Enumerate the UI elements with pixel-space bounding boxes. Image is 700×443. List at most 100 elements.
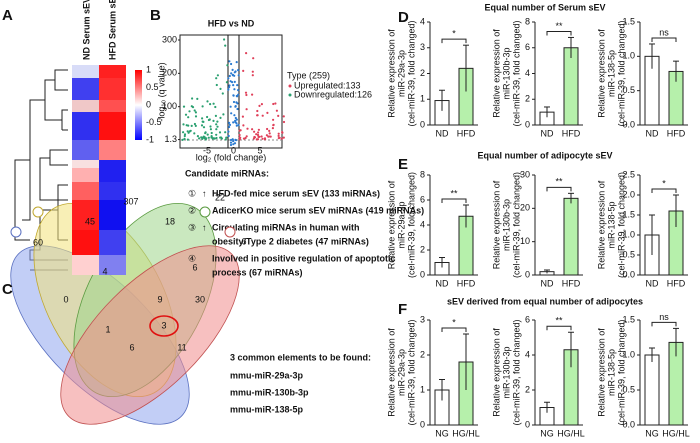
- y-tick-label: 100: [162, 101, 177, 111]
- y-tick-label: 4: [420, 16, 425, 26]
- y-tick-label: 10: [520, 236, 530, 246]
- significance-bracket: [546, 186, 572, 192]
- volcano-point: [232, 84, 235, 87]
- volcano-point: [188, 110, 191, 113]
- heat-cell: [72, 78, 99, 100]
- y-axis-label: miR-130b-3p: [501, 199, 511, 251]
- volcano-point: [251, 70, 254, 73]
- volcano-point: [193, 122, 196, 126]
- volcano-point: [242, 137, 246, 140]
- y-tick-label: 2: [420, 244, 425, 254]
- panel-title: Equal number of adipocyte sEV: [477, 150, 612, 160]
- volcano-point: [219, 136, 222, 139]
- y-tick-label: 3: [420, 42, 425, 52]
- heat-cell: [72, 65, 99, 78]
- y-axis-label: (cel-miR-39, fold changed): [511, 319, 521, 425]
- volcano-point: [237, 69, 240, 72]
- y-tick-label: 1.3: [164, 134, 177, 144]
- y-axis-label: Relative expression of: [386, 328, 396, 417]
- significance-bracket: [441, 198, 467, 203]
- volcano-point: [245, 108, 248, 111]
- x-tick-label: HFD: [457, 128, 476, 138]
- volcano-point: [263, 137, 267, 140]
- y-tick-label: 0.0: [622, 119, 635, 129]
- volcano-point: [193, 109, 196, 112]
- volcano-point: [242, 69, 245, 72]
- volcano-point: [228, 121, 231, 124]
- volcano-point: [186, 138, 189, 141]
- volcano-point: [191, 97, 194, 100]
- volcano-point: [183, 133, 187, 136]
- volcano-point: [238, 136, 241, 139]
- heat-cell: [99, 255, 126, 275]
- venn-count: 6: [241, 236, 246, 246]
- x-tick-label: HFD: [667, 128, 686, 138]
- y-tick-label: 200: [162, 68, 177, 78]
- volcano-point: [228, 84, 231, 87]
- volcano-point: [194, 111, 197, 114]
- volcano-point: [182, 123, 185, 126]
- volcano-point: [235, 118, 238, 121]
- volcano-point: [277, 132, 280, 135]
- volcano-point: [181, 138, 184, 141]
- set-red: [60, 245, 240, 425]
- venn-count: 3: [161, 320, 166, 330]
- volcano-point: [235, 101, 238, 104]
- volcano-point: [203, 136, 206, 140]
- volcano-title: HFD vs ND: [208, 18, 255, 28]
- y-axis-label: Relative expression of: [596, 180, 606, 269]
- venn-count: 0: [63, 294, 68, 304]
- x-tick-label: HFD: [457, 278, 476, 288]
- legend-label: Downregulated:126: [294, 89, 372, 99]
- volcano-point: [208, 118, 211, 121]
- y-tick-label: 8: [525, 16, 530, 26]
- volcano-point: [268, 132, 271, 135]
- volcano-point: [228, 86, 231, 89]
- y-axis-label: Relative expression of: [596, 328, 606, 417]
- significance: *: [452, 317, 456, 327]
- volcano-point: [237, 89, 240, 92]
- significance: **: [450, 188, 458, 198]
- item-text: HFD-fed mice serum sEV (133 miRNAs): [212, 188, 380, 198]
- volcano-point: [201, 117, 204, 120]
- volcano-point: [196, 135, 199, 138]
- venn-count: 4: [102, 266, 107, 276]
- panel-title: Equal number of Serum sEV: [484, 2, 605, 12]
- venn-count: 11: [177, 342, 186, 352]
- significance-bracket: [441, 327, 467, 332]
- volcano-point: [257, 131, 260, 134]
- item-number: ③: [188, 222, 196, 232]
- highlight: [149, 315, 179, 337]
- significance-bracket: [441, 38, 467, 44]
- y-axis-label: Relative expression of: [491, 29, 501, 118]
- item-text: obesity/Type 2 diabetes (47 miRNAs): [212, 236, 369, 246]
- volcano-point: [216, 120, 219, 123]
- volcano-point: [206, 115, 209, 119]
- column-label: ND Serum sEV: [81, 0, 91, 60]
- y-tick-label: 0.5: [622, 85, 635, 95]
- venn-count: 1: [105, 324, 110, 334]
- volcano-point: [233, 88, 236, 91]
- volcano-point: [233, 142, 237, 145]
- volcano-point: [260, 103, 263, 106]
- item-text: process (67 miRNAs): [212, 267, 303, 277]
- y-tick-label: 2: [525, 94, 530, 104]
- volcano-point: [215, 128, 218, 131]
- x-tick-label: HFD: [667, 278, 686, 288]
- panel-letter: E: [398, 156, 408, 173]
- volcano-point: [189, 129, 192, 132]
- volcano-frame: [179, 34, 283, 149]
- heat-cell: [72, 230, 99, 255]
- venn-count: 18: [165, 216, 175, 226]
- y-tick-label: 6: [525, 42, 530, 52]
- x-tick-label: NG: [435, 428, 449, 438]
- volcano-point: [230, 62, 233, 66]
- volcano-point: [236, 84, 239, 87]
- significance: **: [555, 177, 563, 187]
- volcano-point: [236, 95, 239, 98]
- volcano-point: [282, 115, 285, 118]
- y-axis-label: (cel-miR-39, fold changed): [406, 172, 416, 278]
- volcano-point: [281, 131, 284, 134]
- x-tick-label: HG/HL: [557, 428, 585, 438]
- volcano-point: [187, 116, 190, 119]
